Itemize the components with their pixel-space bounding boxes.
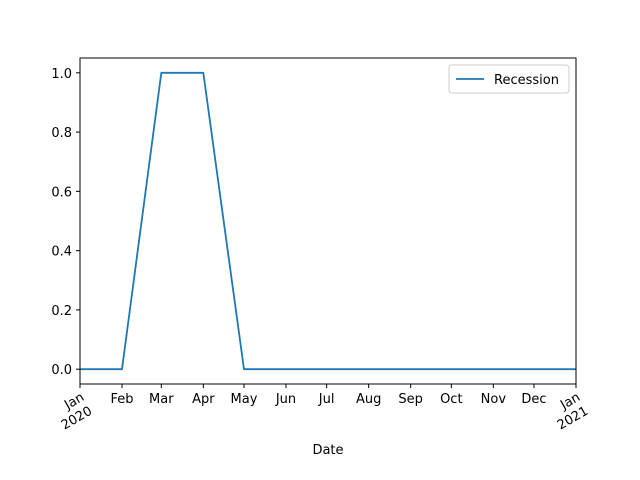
plot-area bbox=[79, 57, 577, 385]
axes-frame bbox=[79, 57, 577, 385]
y-tick-label: 1.0 bbox=[51, 67, 72, 82]
series-line-0 bbox=[80, 71, 576, 371]
y-axis: 0.0 0.2 0.4 0.6 0.8 1.0 bbox=[51, 67, 80, 378]
legend: Recession bbox=[448, 64, 570, 94]
y-tick-label: 0.6 bbox=[51, 185, 72, 200]
y-tick-label: 0.8 bbox=[51, 126, 72, 141]
x-tick-label: Jul bbox=[318, 392, 335, 407]
legend-box bbox=[448, 64, 570, 94]
x-tick-label: Sep bbox=[398, 392, 423, 407]
x-tick-label: Nov bbox=[481, 392, 507, 407]
x-tick-label: Aug bbox=[356, 392, 381, 407]
x-tick-label: Oct bbox=[440, 392, 462, 407]
legend-label: Recession bbox=[494, 73, 559, 88]
x-axis-label: Date bbox=[312, 443, 343, 458]
x-tick-label: Dec bbox=[521, 392, 546, 407]
x-tick-label: Jun bbox=[275, 392, 296, 407]
x-tick-label: Apr bbox=[192, 392, 215, 407]
y-tick-label: 0.2 bbox=[51, 304, 72, 319]
y-tick-label: 0.0 bbox=[51, 363, 72, 378]
y-tick-label: 0.4 bbox=[51, 245, 72, 260]
x-tick-label: Mar bbox=[149, 392, 174, 407]
x-tick-label: Feb bbox=[110, 392, 133, 407]
x-tick-label: May bbox=[231, 392, 258, 407]
